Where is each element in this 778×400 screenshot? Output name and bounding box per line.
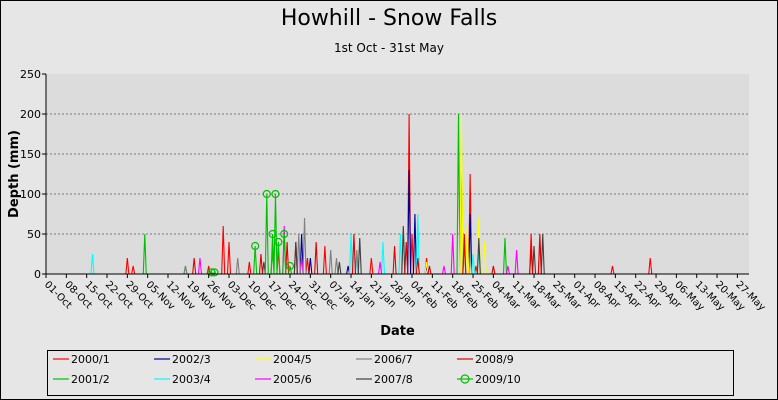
series-marker <box>285 261 295 271</box>
series-line <box>192 233 542 275</box>
legend-label: 2000/1 <box>71 353 110 366</box>
legend-label: 2006/7 <box>374 353 413 366</box>
legend-label: 2009/10 <box>475 373 521 386</box>
legend-label: 2007/8 <box>374 373 413 386</box>
legend-label: 2008/9 <box>475 353 514 366</box>
series-line <box>183 217 542 275</box>
series-line <box>299 169 473 275</box>
series-marker <box>210 268 219 277</box>
chart-title: Howhill - Snow Falls <box>280 6 498 31</box>
legend-label: 2001/2 <box>71 373 110 386</box>
y-tick-label: 200 <box>20 108 41 121</box>
series-line <box>424 113 487 275</box>
y-tick-label: 0 <box>34 268 41 281</box>
y-tick-label: 100 <box>20 188 41 201</box>
chart-subtitle: 1st Oct - 31st May <box>334 41 444 55</box>
series-line <box>197 225 519 275</box>
series-marker <box>262 189 271 199</box>
legend-label: 2002/3 <box>172 353 211 366</box>
plot-area <box>46 74 749 274</box>
series-marker <box>274 237 283 247</box>
legend-label: 2005/6 <box>273 373 312 386</box>
x-axis-label: Date <box>380 324 415 339</box>
legend-marker <box>460 374 470 384</box>
legend <box>47 350 734 396</box>
series-line <box>261 225 545 275</box>
legend-label: 2003/4 <box>172 373 211 386</box>
series-marker <box>268 229 277 239</box>
y-tick-label: 50 <box>27 228 41 241</box>
y-tick-label: 250 <box>20 68 41 81</box>
y-tick-label: 150 <box>20 148 41 161</box>
series-marker <box>271 189 280 199</box>
legend-label: 2004/5 <box>273 353 312 366</box>
series-marker <box>280 229 289 239</box>
series-marker <box>251 241 260 251</box>
series-marker <box>207 268 216 277</box>
y-axis-label: Depth (mm) <box>7 130 22 218</box>
